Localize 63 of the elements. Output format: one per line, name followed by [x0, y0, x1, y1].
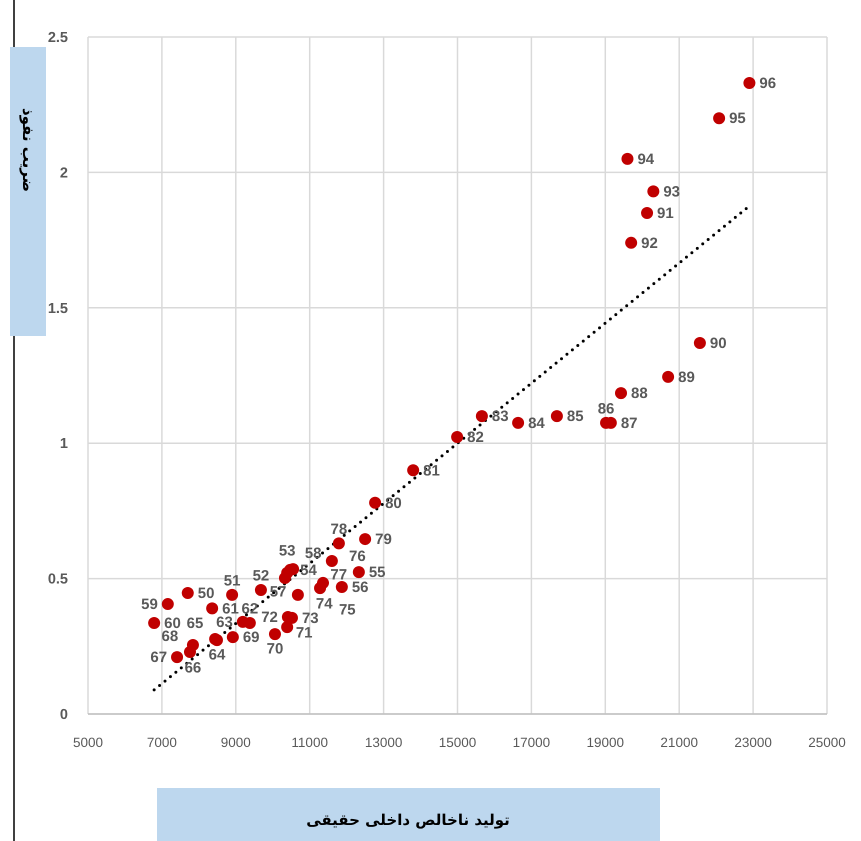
annotation: 89 [678, 368, 695, 386]
y-tick-label: 2.5 [48, 30, 68, 46]
annotation: 77 [330, 566, 348, 584]
annotation: 56 [352, 578, 369, 596]
annotation: 62 [241, 600, 258, 618]
annotation: 78 [330, 520, 348, 538]
annotation: 86 [598, 400, 614, 418]
annotation: 68 [162, 628, 178, 646]
annotation: 76 [349, 548, 366, 565]
y-tick-label: 2 [60, 165, 68, 182]
annotation: 80 [385, 494, 402, 512]
annotation: 95 [729, 110, 746, 128]
x-tick-label: 19000 [586, 735, 624, 750]
x-tick-label: 21000 [660, 735, 698, 750]
annotation: 66 [184, 659, 202, 676]
annotation: 91 [657, 205, 674, 222]
annotation: 71 [296, 624, 313, 642]
x-tick-label: 5000 [72, 735, 104, 750]
annotation: 67 [150, 649, 168, 666]
x-tick-label: 9000 [220, 735, 251, 750]
annotation: 90 [710, 335, 727, 352]
x-tick-label: 23000 [734, 735, 772, 750]
annotation: 83 [492, 408, 509, 426]
annotation: 52 [252, 567, 270, 584]
annotation: 69 [242, 629, 260, 646]
annotation: 54 [300, 562, 318, 579]
annotation: 85 [566, 408, 584, 426]
annotation: 81 [423, 462, 440, 480]
annotation: 87 [620, 414, 638, 432]
annotation: 74 [316, 595, 334, 612]
annotation: 73 [302, 610, 319, 627]
x-tick-label: 17000 [512, 735, 550, 750]
annotation: 70 [266, 640, 284, 658]
x-tick-label: 25000 [808, 735, 846, 750]
annotation: 96 [759, 75, 776, 92]
y-axis-title: ضریب نفوذ [19, 108, 37, 192]
annotation: 92 [641, 234, 658, 252]
y-tick-label: 1.5 [48, 300, 68, 317]
x-tick-label: 11000 [291, 735, 328, 750]
annotation: 79 [375, 531, 392, 548]
annotation: 57 [270, 584, 286, 601]
y-tick-label: 0.5 [48, 572, 68, 588]
annotation: 51 [224, 572, 240, 590]
x-tick-label: 13000 [364, 735, 402, 750]
annotation: 58 [304, 545, 322, 562]
x-tick-label: 7000 [146, 735, 177, 750]
x-tick-label: 15000 [438, 735, 476, 750]
annotation: 65 [186, 615, 204, 632]
y-tick-label: 1 [60, 436, 68, 452]
annotation: 59 [141, 596, 158, 614]
annotation: 55 [368, 564, 386, 582]
annotation: 64 [208, 646, 226, 664]
annotation: 94 [637, 150, 655, 168]
y-tick-label: 0 [60, 707, 68, 723]
annotation: 72 [261, 609, 278, 626]
annotation: 82 [467, 428, 484, 446]
x-axis-title: تولید ناخالص داخلی حقیقی [306, 811, 510, 829]
annotation: 88 [631, 385, 648, 402]
annotation: 53 [278, 542, 296, 560]
annotation: 93 [663, 183, 680, 200]
annotation: 50 [198, 584, 214, 602]
annotation: 84 [528, 414, 546, 432]
annotation: 75 [338, 602, 356, 619]
